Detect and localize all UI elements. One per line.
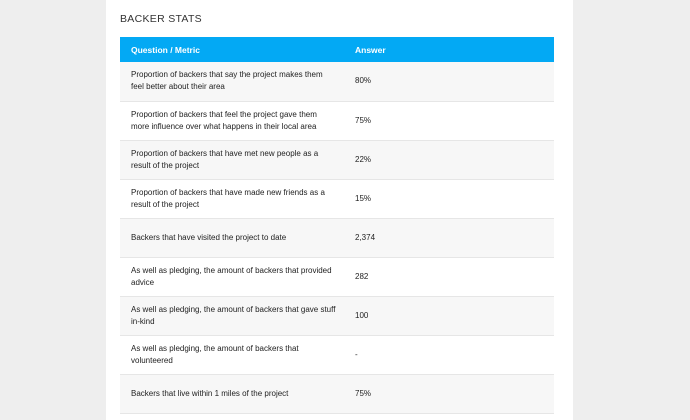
column-header-answer: Answer (344, 37, 554, 62)
answer-cell: 100 (344, 296, 554, 336)
table-row: As well as pledging, the amount of backe… (120, 257, 554, 297)
answer-cell: 75% (344, 374, 554, 414)
answer-cell: 80% (344, 62, 554, 102)
question-cell: Backers that have visited the project to… (120, 218, 344, 258)
table-row: As well as pledging, the amount of backe… (120, 335, 554, 375)
answer-cell: - (344, 335, 554, 375)
question-cell: Proportion of backers that have met new … (120, 140, 344, 180)
question-cell: As well as pledging, the amount of backe… (120, 257, 344, 297)
answer-cell: 22% (344, 140, 554, 180)
backer-stats-card: BACKER STATS Question / Metric Answer Pr… (106, 0, 573, 420)
table-row: As well as pledging, the amount of backe… (120, 296, 554, 336)
section-title: BACKER STATS (120, 13, 202, 25)
table-row: Proportion of backers that have met new … (120, 140, 554, 180)
table-row: Backers that live within 1 miles of the … (120, 374, 554, 414)
table-row: Proportion of backers that have made new… (120, 179, 554, 219)
question-cell: Backers that live within 1 miles of the … (120, 374, 344, 414)
answer-cell: 75% (344, 101, 554, 141)
question-cell: As well as pledging, the amount of backe… (120, 335, 344, 375)
column-header-question: Question / Metric (120, 37, 344, 62)
backer-stats-table: Question / Metric Answer Proportion of b… (120, 37, 554, 414)
question-cell: Proportion of backers that feel the proj… (120, 101, 344, 141)
question-cell: Proportion of backers that have made new… (120, 179, 344, 219)
question-cell: Proportion of backers that say the proje… (120, 62, 344, 102)
table-header-row: Question / Metric Answer (120, 37, 554, 62)
answer-cell: 282 (344, 257, 554, 297)
question-cell: As well as pledging, the amount of backe… (120, 296, 344, 336)
answer-cell: 2,374 (344, 218, 554, 258)
table-row: Proportion of backers that say the proje… (120, 62, 554, 102)
table-row: Proportion of backers that feel the proj… (120, 101, 554, 141)
table-row: Backers that have visited the project to… (120, 218, 554, 258)
answer-cell: 15% (344, 179, 554, 219)
